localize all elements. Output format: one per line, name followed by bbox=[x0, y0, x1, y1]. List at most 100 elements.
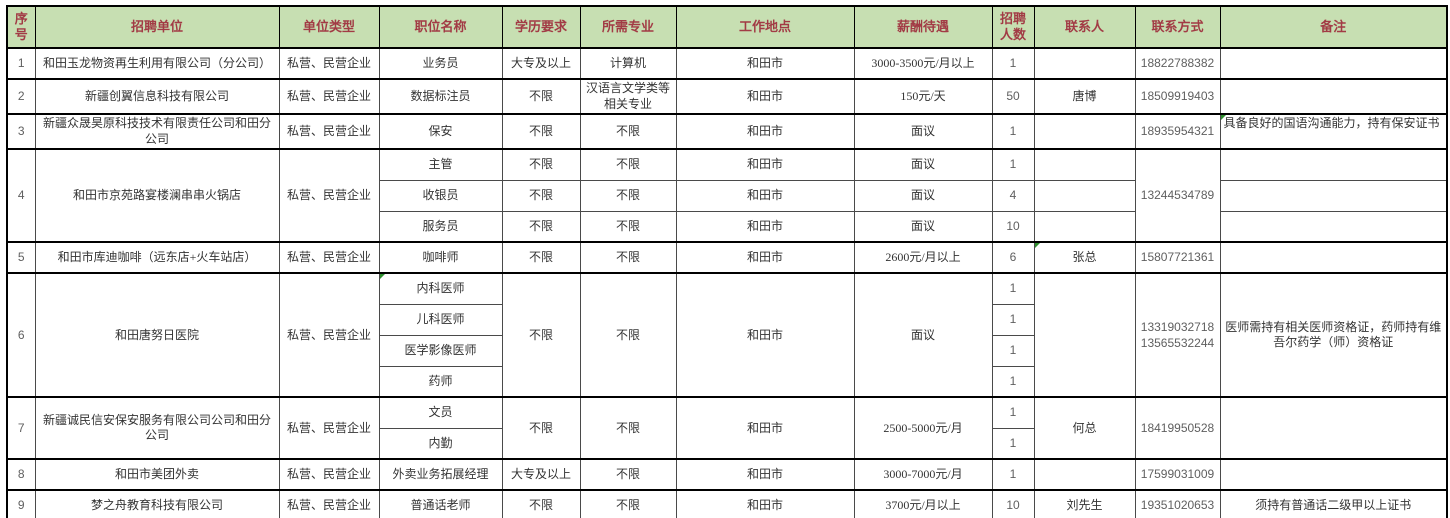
cell-note bbox=[1219, 77, 1448, 115]
table-row: 1 和田玉龙物资再生利用有限公司（分公司） 私营、民营企业 业务员 大专及以上 … bbox=[6, 47, 1448, 80]
cell-phone: 18419950528 bbox=[1134, 396, 1221, 460]
cell-salary: 3000-3500元/月以上 bbox=[853, 47, 993, 80]
cell-major: 不限 bbox=[579, 179, 677, 212]
cell-edu: 不限 bbox=[501, 179, 581, 212]
cell-count: 10 bbox=[991, 489, 1035, 518]
cell-title: 收银员 bbox=[378, 179, 503, 212]
cell-contact bbox=[1033, 458, 1136, 491]
cell-major: 不限 bbox=[579, 458, 677, 491]
cell-major: 不限 bbox=[579, 489, 677, 518]
cell-edu: 不限 bbox=[501, 77, 581, 115]
cell-edu: 不限 bbox=[501, 489, 581, 518]
cell-type: 私营、民营企业 bbox=[278, 148, 380, 243]
cell-salary: 2600元/月以上 bbox=[853, 241, 993, 274]
cell-edu: 不限 bbox=[501, 272, 581, 398]
cell-place: 和田市 bbox=[675, 179, 855, 212]
cell-seq: 5 bbox=[6, 241, 36, 274]
cell-place: 和田市 bbox=[675, 47, 855, 80]
table-row: 2 新疆创翼信息科技有限公司 私营、民营企业 数据标注员 不限 汉语言文学类等相… bbox=[6, 77, 1448, 115]
cell-seq: 6 bbox=[6, 272, 36, 398]
cell-phone: 18822788382 bbox=[1134, 47, 1221, 80]
cell-count: 1 bbox=[991, 334, 1035, 367]
cell-count: 1 bbox=[991, 458, 1035, 491]
cell-edu: 不限 bbox=[501, 148, 581, 181]
cell-unit: 新疆众晟昊原科技技术有限责任公司和田分公司 bbox=[34, 113, 280, 150]
cell-seq: 4 bbox=[6, 148, 36, 243]
table-row: 4 和田市京苑路宴楼澜串串火锅店 私营、民营企业 主管 不限 不限 和田市 面议… bbox=[6, 148, 1448, 243]
cell-major: 计算机 bbox=[579, 47, 677, 80]
cell-count: 50 bbox=[991, 77, 1035, 115]
cell-unit: 和田市京苑路宴楼澜串串火锅店 bbox=[34, 148, 280, 243]
header-type: 单位类型 bbox=[278, 5, 380, 49]
table-row: 7 新疆诚民信安保安服务有限公司公司和田分公司 私营、民营企业 文员 不限 不限… bbox=[6, 396, 1448, 460]
cell-type: 私营、民营企业 bbox=[278, 458, 380, 491]
cell-contact: 张总 bbox=[1033, 241, 1136, 274]
cell-salary: 3000-7000元/月 bbox=[853, 458, 993, 491]
cell-count: 4 bbox=[991, 179, 1035, 212]
cell-place: 和田市 bbox=[675, 396, 855, 460]
table-row: 8 和田市美团外卖 私营、民营企业 外卖业务拓展经理 大专及以上 不限 和田市 … bbox=[6, 458, 1448, 491]
cell-title: 内科医师 bbox=[378, 272, 503, 305]
table-row: 医学影像医师 1 bbox=[7, 334, 1447, 367]
cell-major: 不限 bbox=[579, 272, 677, 398]
cell-contact bbox=[1033, 47, 1136, 80]
cell-title: 药师 bbox=[378, 365, 503, 398]
cell-count: 1 bbox=[991, 272, 1035, 305]
cell-contact: 何总 bbox=[1033, 396, 1136, 460]
cell-note bbox=[1219, 179, 1448, 212]
header-contact: 联系人 bbox=[1033, 5, 1136, 49]
cell-type: 私营、民营企业 bbox=[278, 272, 380, 398]
cell-type: 私营、民营企业 bbox=[278, 241, 380, 274]
cell-type: 私营、民营企业 bbox=[278, 47, 380, 80]
cell-contact: 唐博 bbox=[1033, 77, 1136, 115]
cell-title: 保安 bbox=[378, 113, 503, 150]
cell-contact bbox=[1033, 148, 1136, 181]
cell-title: 普通话老师 bbox=[378, 489, 503, 518]
table-row: 内勤 1 bbox=[7, 427, 1447, 460]
cell-phone: 17599031009 bbox=[1134, 458, 1221, 491]
cell-title: 主管 bbox=[378, 148, 503, 181]
cell-place: 和田市 bbox=[675, 210, 855, 243]
cell-note: 医师需持有相关医师资格证，药师持有维吾尔药学（师）资格证 bbox=[1219, 272, 1448, 398]
table-row: 药师 1 bbox=[7, 365, 1447, 398]
cell-unit: 和田市库迪咖啡（远东店+火车站店） bbox=[34, 241, 280, 274]
cell-title: 业务员 bbox=[378, 47, 503, 80]
cell-edu: 不限 bbox=[501, 113, 581, 150]
cell-type: 私营、民营企业 bbox=[278, 113, 380, 150]
note-text: 具备良好的国语沟通能力，持有保安证书 bbox=[1223, 116, 1440, 131]
cell-salary: 面议 bbox=[853, 113, 993, 150]
cell-unit: 和田唐努日医院 bbox=[34, 272, 280, 398]
cell-count: 6 bbox=[991, 241, 1035, 274]
cell-title: 外卖业务拓展经理 bbox=[378, 458, 503, 491]
cell-note bbox=[1219, 47, 1448, 80]
table-row: 9 梦之舟教育科技有限公司 私营、民营企业 普通话老师 不限 不限 和田市 37… bbox=[6, 489, 1448, 518]
cell-salary: 面议 bbox=[853, 272, 993, 398]
cell-seq: 1 bbox=[6, 47, 36, 80]
title-text: 内科医师 bbox=[416, 281, 465, 296]
cell-contact bbox=[1033, 179, 1136, 212]
cell-title: 内勤 bbox=[378, 427, 503, 460]
cell-salary: 面议 bbox=[853, 210, 993, 243]
cell-note bbox=[1219, 210, 1448, 243]
cell-note bbox=[1219, 241, 1448, 274]
table-row: 6 和田唐努日医院 私营、民营企业 内科医师 不限 不限 和田市 面议 1 13… bbox=[6, 272, 1448, 398]
cell-note bbox=[1219, 148, 1448, 181]
phone-line-1: 13319032718 bbox=[1140, 320, 1215, 335]
cell-count: 1 bbox=[991, 148, 1035, 181]
cell-unit: 新疆创翼信息科技有限公司 bbox=[34, 77, 280, 115]
cell-seq: 2 bbox=[6, 77, 36, 115]
cell-title: 数据标注员 bbox=[378, 77, 503, 115]
cell-unit: 和田市美团外卖 bbox=[34, 458, 280, 491]
header-phone: 联系方式 bbox=[1134, 5, 1221, 49]
header-edu: 学历要求 bbox=[501, 5, 581, 49]
cell-seq: 3 bbox=[6, 113, 36, 150]
cell-title: 儿科医师 bbox=[378, 303, 503, 336]
job-table: 序号 招聘单位 单位类型 职位名称 学历要求 所需专业 工作地点 薪酬待遇 招聘… bbox=[6, 5, 1448, 518]
cell-count: 1 bbox=[991, 365, 1035, 398]
cell-place: 和田市 bbox=[675, 113, 855, 150]
header-place: 工作地点 bbox=[675, 5, 855, 49]
cell-count: 10 bbox=[991, 210, 1035, 243]
cell-phone: 13244534789 bbox=[1134, 148, 1221, 243]
cell-salary: 150元/天 bbox=[853, 77, 993, 115]
header-title: 职位名称 bbox=[378, 5, 503, 49]
